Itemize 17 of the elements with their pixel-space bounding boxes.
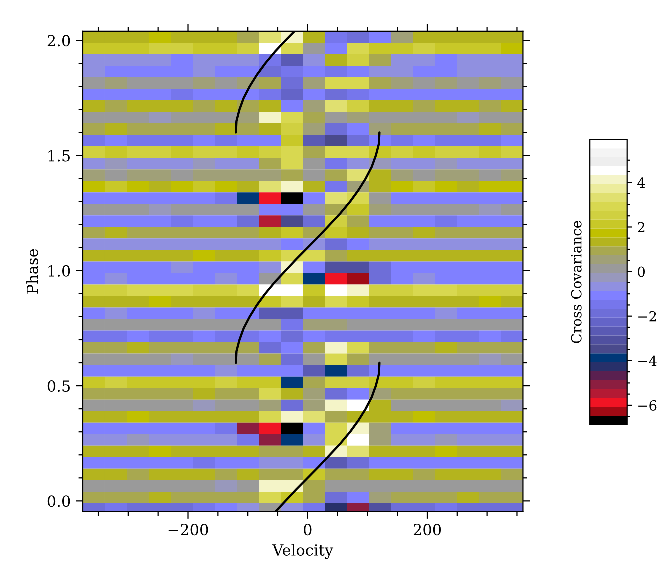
x-axis-title: Velocity: [272, 544, 334, 560]
color-bar-title: Cross Covariance: [571, 221, 582, 344]
y-tick-label: 1.5: [48, 150, 70, 162]
x-tick-label: 200: [414, 524, 442, 536]
color-bar-label: 4: [638, 178, 646, 188]
x-tick-label: −200: [168, 524, 208, 536]
y-tick-label: 0.5: [48, 380, 70, 392]
x-tick-label: 0: [304, 524, 312, 536]
y-axis-title: Phase: [26, 249, 38, 294]
y-tick-label: 0.0: [48, 496, 70, 508]
color-bar-label: −2: [638, 311, 656, 322]
color-bar-label: −4: [638, 356, 657, 366]
color-bar-label: 2: [638, 222, 645, 233]
color-bar-label: 0: [638, 266, 646, 278]
y-tick-label: 2.0: [48, 35, 70, 47]
y-tick-label: 1.0: [48, 265, 70, 277]
color-bar-label: −6: [638, 400, 657, 411]
